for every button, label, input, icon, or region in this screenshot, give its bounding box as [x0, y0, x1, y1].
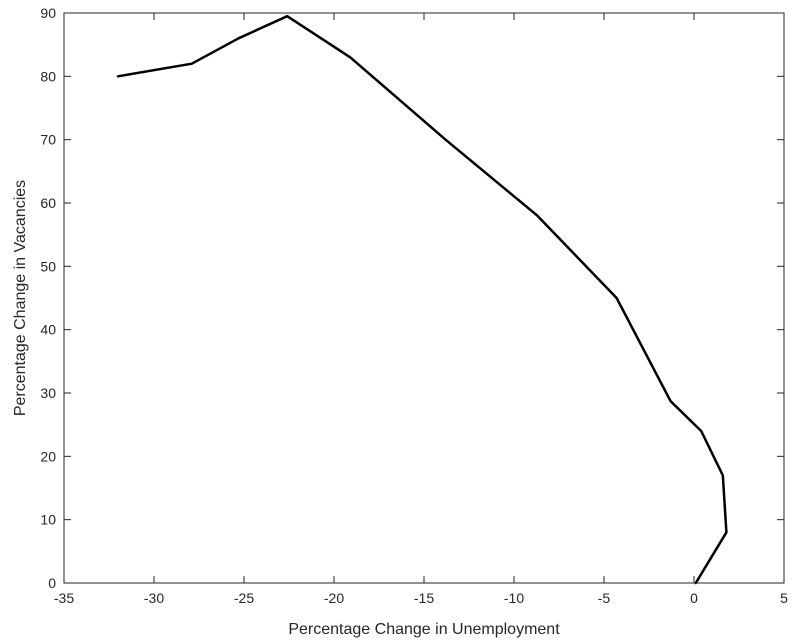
x-tick-label: -20	[324, 590, 344, 606]
y-tick-label: 60	[40, 195, 56, 211]
y-axis-label: Percentage Change in Vacancies	[12, 180, 29, 416]
x-tick-label: 0	[690, 590, 698, 606]
y-tick-label: 50	[40, 258, 56, 274]
x-tick-label: -30	[144, 590, 164, 606]
y-tick-label: 70	[40, 132, 56, 148]
plot-area-frame	[63, 12, 785, 584]
y-tick-label: 0	[48, 575, 56, 591]
x-tick-label: -10	[504, 590, 524, 606]
y-tick-label: 90	[40, 5, 56, 21]
y-tick-label: 80	[40, 68, 56, 84]
x-tick-label: 5	[780, 590, 788, 606]
y-tick-label: 10	[40, 512, 56, 528]
x-tick-label: -5	[598, 590, 611, 606]
x-tick-label: -25	[234, 590, 254, 606]
y-tick-label: 40	[40, 322, 56, 338]
y-tick-label: 30	[40, 385, 56, 401]
x-axis-label: Percentage Change in Unemployment	[288, 621, 560, 638]
series-line	[116, 14, 728, 585]
y-tick-label: 20	[40, 448, 56, 464]
x-tick-label: -35	[54, 590, 74, 606]
x-tick-label: -15	[414, 590, 434, 606]
